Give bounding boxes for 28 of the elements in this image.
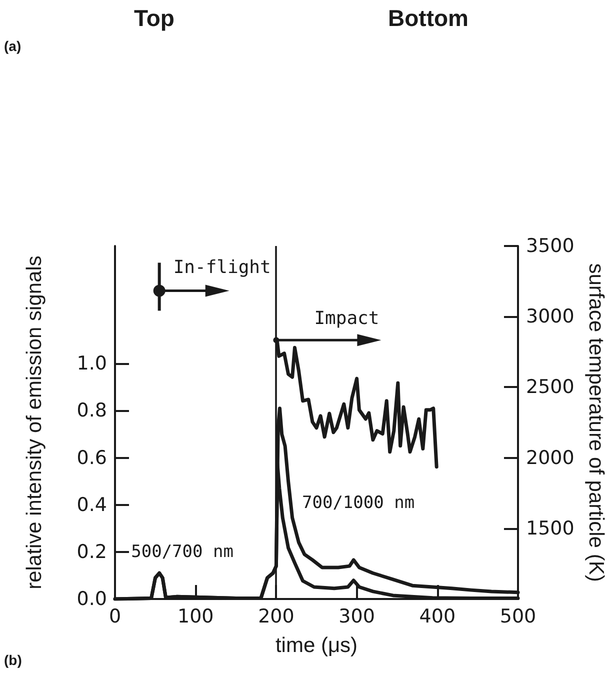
series-label: 500/700 nm <box>131 542 234 562</box>
x-tick-label: 400 <box>419 606 456 628</box>
x-tick-label: 500 <box>500 606 536 628</box>
y-tick-label: 0.8 <box>76 400 107 422</box>
y2-tick-label: 3000 <box>526 306 574 328</box>
y2-tick-label: 1500 <box>526 517 574 540</box>
y2-tick-label: 2500 <box>526 376 574 398</box>
x-axis-title: time (μs) <box>275 634 358 657</box>
text: Top <box>134 5 174 32</box>
x-tick-label: 100 <box>177 606 214 628</box>
annotation: Impact <box>314 308 380 330</box>
x-tick-label: 300 <box>338 606 375 628</box>
y2-axis-title: surface temperature of particle (K) <box>584 263 608 582</box>
y-tick-label: 0.4 <box>76 494 107 516</box>
y-tick-label: 0.0 <box>76 588 107 610</box>
text: (a) <box>4 38 22 54</box>
x-tick-label: 0 <box>108 606 122 628</box>
series-label: 700/1000 nm <box>302 492 415 513</box>
annotation: In-flight <box>173 256 271 278</box>
y2-tick-label: 3500 <box>526 235 574 257</box>
y-tick-label: 0.6 <box>76 446 107 469</box>
y2-tick-label: 2000 <box>526 446 574 469</box>
text: Bottom <box>388 5 468 32</box>
y-tick-label: 1.0 <box>76 352 107 375</box>
x-tick-label: 200 <box>258 606 294 628</box>
text: (b) <box>4 652 22 668</box>
y-axis-title: relative intensity of emission signals <box>23 256 46 590</box>
y-tick-label: 0.2 <box>76 540 107 563</box>
